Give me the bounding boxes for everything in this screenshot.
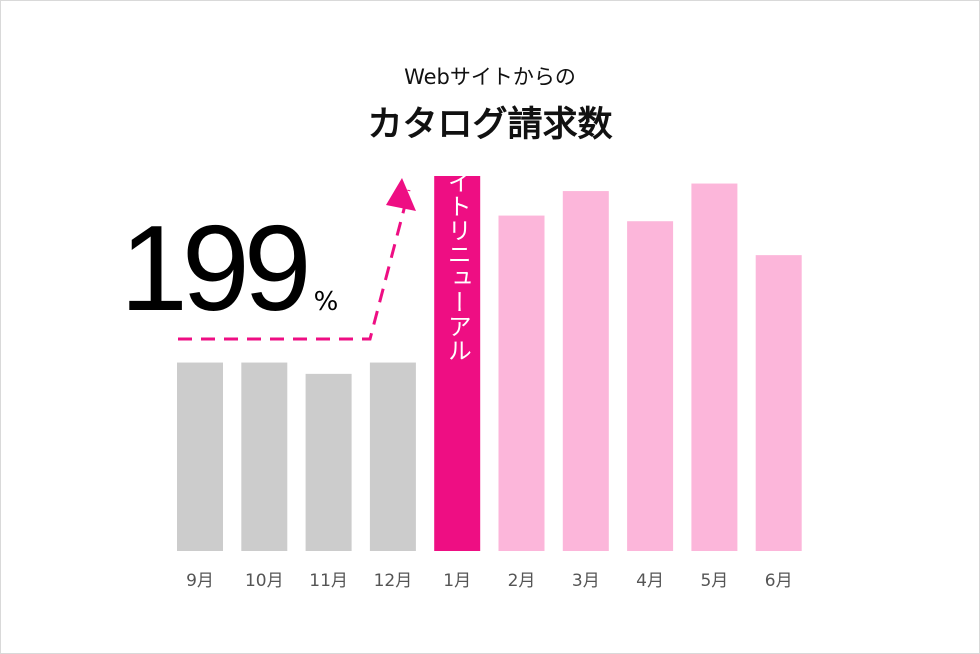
bar-9 (691, 183, 738, 551)
bar-6 (498, 215, 545, 551)
chart-subtitle: Webサイトからの (404, 65, 576, 89)
x-tick-label: 10月 (245, 571, 284, 591)
x-tick-label: 5月 (700, 571, 728, 591)
renewal-label: サイトリニューアル (443, 146, 471, 362)
x-tick-label: 11月 (309, 571, 348, 591)
bars (177, 176, 802, 551)
x-tick-label: 1月 (443, 571, 471, 591)
bar-7 (562, 191, 609, 551)
highlight-bar-label: サイトリニューアル (443, 146, 471, 362)
x-tick-label: 2月 (508, 571, 536, 591)
x-tick-label: 4月 (636, 571, 664, 591)
x-axis-ticks: 9月 10月 11月 12月 1月 2月 3月 4月 5月 6月 (186, 571, 793, 591)
bar-2 (241, 362, 288, 551)
growth-unit: % (314, 287, 339, 317)
x-tick-label: 9月 (186, 571, 214, 591)
x-tick-label: 3月 (572, 571, 600, 591)
bar-3 (305, 373, 352, 551)
x-tick-label: 12月 (374, 571, 413, 591)
growth-annotation: 199% (120, 200, 338, 336)
dashed-arrow-up-icon (178, 178, 416, 341)
bar-10 (755, 255, 802, 551)
x-tick-label: 6月 (765, 571, 793, 591)
bar-8 (627, 221, 674, 551)
chart-title: カタログ請求数 (367, 104, 612, 145)
bar-4 (369, 362, 416, 551)
bar-5 (434, 176, 481, 551)
bar-1 (177, 362, 223, 551)
growth-value: 199 (120, 200, 307, 336)
